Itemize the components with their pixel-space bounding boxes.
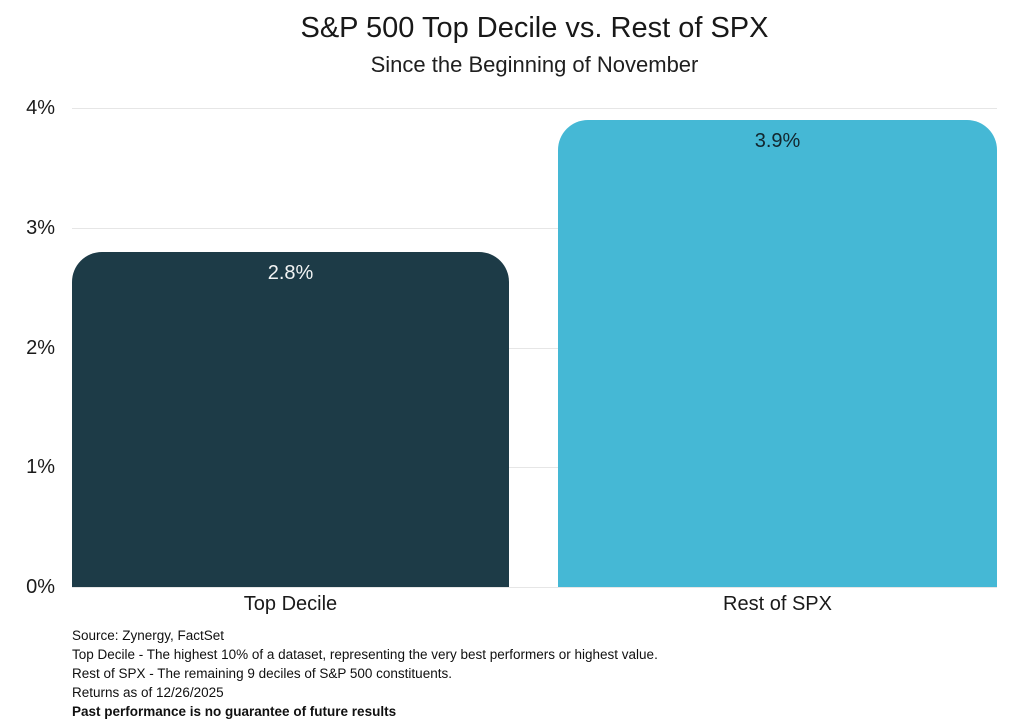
plot-area: 2.8% 3.9% [72, 108, 997, 588]
bar-rest-of-spx: 3.9% [558, 119, 997, 587]
y-tick-label: 0% [26, 576, 55, 598]
y-axis: 4% 3% 2% 1% 0% [0, 97, 55, 598]
bar-value-label-rest-of-spx: 3.9% [754, 129, 801, 152]
footer-line: Source: Zynergy, FactSet [72, 628, 225, 643]
footer-notes: Source: Zynergy, FactSet Top Decile - The… [72, 626, 972, 721]
x-axis: Top Decile Rest of SPX [72, 592, 997, 618]
y-tick-label: 1% [26, 456, 55, 479]
chart-subtitle: Since the Beginning of November [370, 52, 699, 77]
gridline-3% [72, 227, 997, 229]
bar-top-decile: 2.8% [72, 251, 509, 587]
x-axis-label-rest-of-spx: Rest of SPX [723, 593, 832, 615]
gridline-0% [72, 587, 997, 588]
y-tick-label: 4% [26, 97, 55, 119]
footer-line: Returns as of 12/26/2025 [72, 685, 224, 700]
footer-line: Past performance is no guarantee of futu… [72, 704, 397, 719]
y-tick-label: 2% [26, 336, 55, 359]
footer-line: Rest of SPX - The remaining 9 deciles of… [72, 666, 452, 681]
bar-value-label-top-decile: 2.8% [267, 261, 314, 284]
gridline-1% [72, 467, 997, 469]
chart-title: S&P 500 Top Decile vs. Rest of SPX [300, 12, 769, 44]
gridlines [72, 108, 997, 588]
footer-line: Top Decile - The highest 10% of a datase… [72, 647, 658, 662]
y-tick-label: 3% [26, 216, 55, 239]
x-axis-label-top-decile: Top Decile [243, 593, 338, 615]
gridline-2% [72, 347, 997, 349]
gridline-4% [72, 108, 997, 109]
